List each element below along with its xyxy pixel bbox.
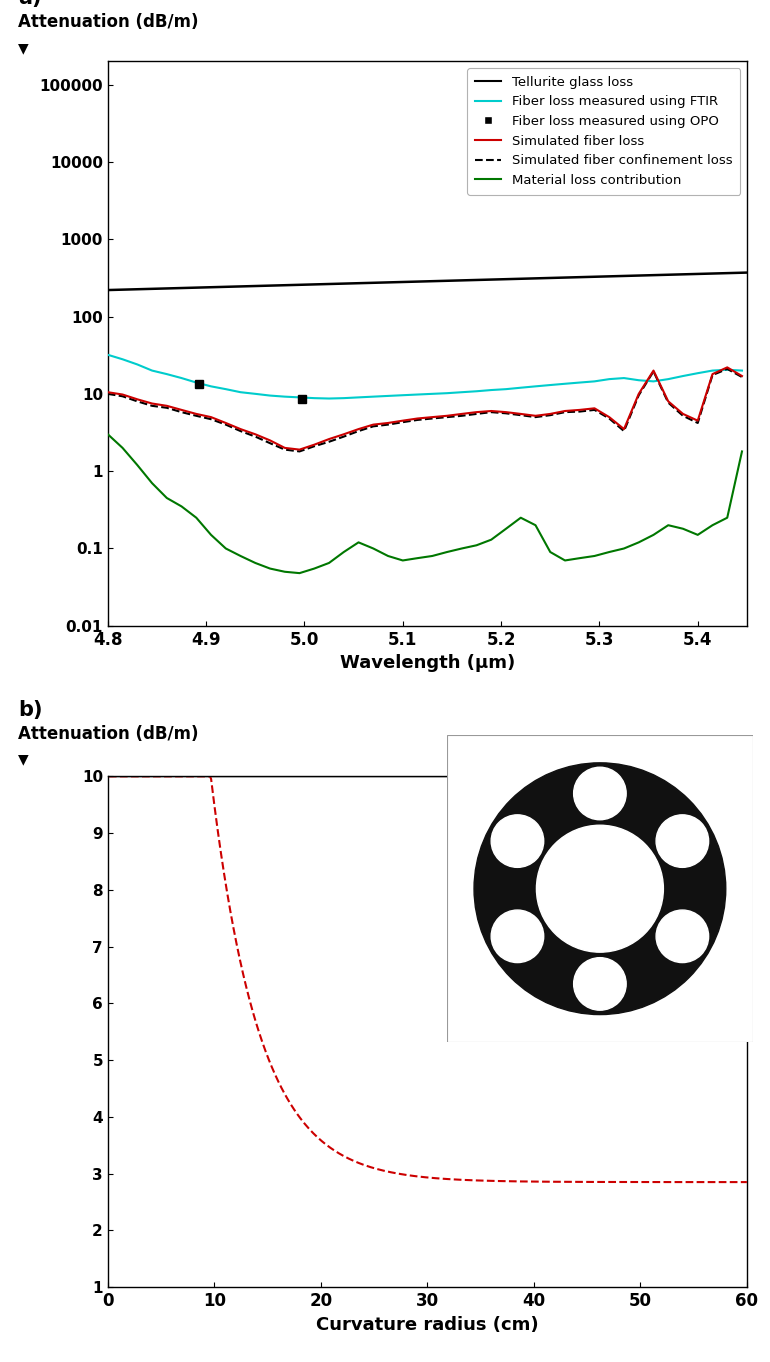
Text: b): b) bbox=[18, 700, 43, 719]
Text: ▼: ▼ bbox=[18, 752, 29, 765]
Circle shape bbox=[574, 767, 626, 820]
Circle shape bbox=[656, 814, 708, 868]
Circle shape bbox=[474, 763, 726, 1015]
Text: ▼: ▼ bbox=[18, 41, 29, 56]
Text: Attenuation (dB/m): Attenuation (dB/m) bbox=[18, 14, 199, 31]
X-axis label: Wavelength (μm): Wavelength (μm) bbox=[340, 654, 515, 673]
Legend: Tellurite glass loss, Fiber loss measured using FTIR, Fiber loss measured using : Tellurite glass loss, Fiber loss measure… bbox=[467, 68, 740, 195]
Circle shape bbox=[491, 910, 544, 963]
X-axis label: Curvature radius (cm): Curvature radius (cm) bbox=[316, 1316, 539, 1333]
Text: Attenuation (dB/m): Attenuation (dB/m) bbox=[18, 725, 199, 744]
Circle shape bbox=[491, 814, 544, 868]
Text: a): a) bbox=[18, 0, 42, 8]
Circle shape bbox=[656, 910, 708, 963]
Circle shape bbox=[537, 825, 664, 952]
Circle shape bbox=[574, 957, 626, 1011]
